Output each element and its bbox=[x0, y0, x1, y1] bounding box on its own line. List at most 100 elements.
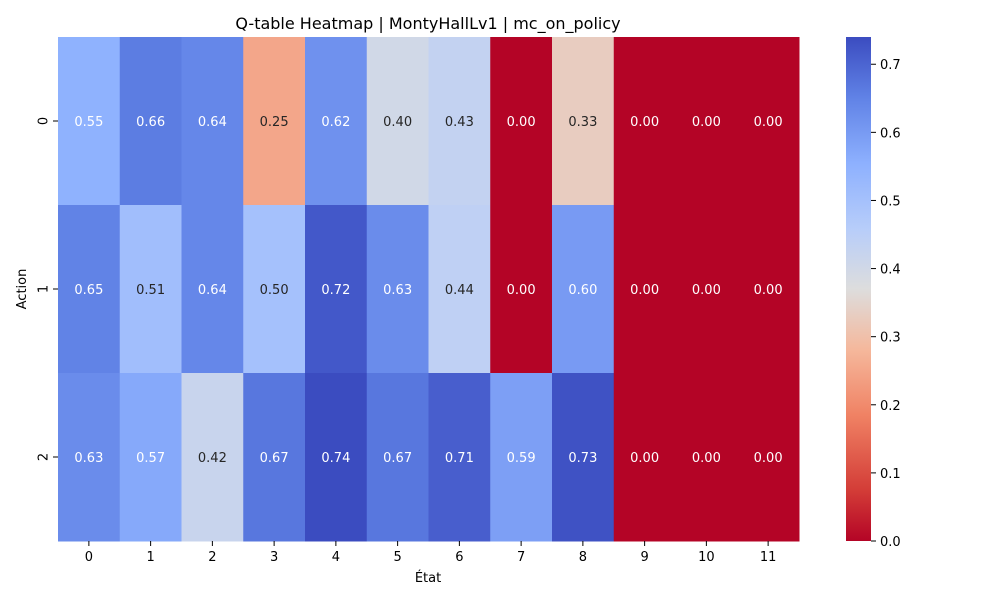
heatmap-cell bbox=[119, 205, 182, 374]
y-axis-ticks: 0 1 2 bbox=[37, 117, 58, 461]
colorbar-tick-label: 0.4 bbox=[880, 263, 901, 278]
y-axis-label: Action bbox=[15, 269, 30, 310]
x-axis-ticks: 0 1 2 3 4 5 6 7 8 9 10 11 bbox=[85, 541, 777, 565]
heatmap-cell bbox=[366, 37, 429, 206]
cell-value-label: 0.67 bbox=[260, 451, 289, 466]
cell-value-label: 0.00 bbox=[630, 115, 659, 130]
cell-value-label: 0.62 bbox=[321, 115, 350, 130]
heatmap-cell bbox=[613, 37, 676, 206]
colorbar-tick-label: 0.6 bbox=[880, 126, 901, 141]
heatmap-cell bbox=[366, 373, 429, 542]
heatmap-cell bbox=[119, 37, 182, 206]
cell-value-label: 0.00 bbox=[692, 451, 721, 466]
cell-value-label: 0.00 bbox=[754, 115, 783, 130]
heatmap-cell bbox=[737, 205, 800, 374]
heatmap-cell bbox=[58, 205, 121, 374]
heatmap-cell bbox=[552, 205, 615, 374]
y-tick-label: 1 bbox=[37, 285, 52, 293]
heatmap-cell bbox=[675, 373, 738, 542]
heatmap-cell bbox=[490, 205, 553, 374]
cell-value-label: 0.63 bbox=[74, 451, 103, 466]
cell-value-label: 0.00 bbox=[754, 283, 783, 298]
heatmap-cell bbox=[737, 37, 800, 206]
x-tick-label: 0 bbox=[85, 550, 93, 565]
colorbar-tick-label: 0.1 bbox=[880, 467, 901, 482]
x-tick-label: 10 bbox=[698, 550, 715, 565]
heatmap-cell bbox=[552, 373, 615, 542]
heatmap-cell bbox=[552, 37, 615, 206]
cell-value-label: 0.60 bbox=[568, 283, 597, 298]
colorbar-tick-label: 0.0 bbox=[880, 535, 901, 550]
cell-value-label: 0.00 bbox=[754, 451, 783, 466]
colorbar-ticks: 0.0 0.1 0.2 0.3 0.4 0.5 0.6 0.7 bbox=[871, 58, 901, 550]
cell-value-label: 0.73 bbox=[568, 451, 597, 466]
colorbar-tick-label: 0.2 bbox=[880, 399, 901, 414]
heatmap-cell bbox=[305, 205, 368, 374]
cell-value-label: 0.74 bbox=[321, 451, 350, 466]
heatmap-cell bbox=[243, 373, 306, 542]
heatmap-cell bbox=[428, 37, 491, 206]
heatmap-cell bbox=[181, 37, 244, 206]
x-tick-label: 1 bbox=[146, 550, 154, 565]
cell-value-label: 0.51 bbox=[136, 283, 165, 298]
cell-value-label: 0.00 bbox=[630, 283, 659, 298]
y-tick-label: 0 bbox=[37, 117, 52, 125]
cell-value-label: 0.40 bbox=[383, 115, 412, 130]
cell-value-label: 0.65 bbox=[74, 283, 103, 298]
cell-value-label: 0.44 bbox=[445, 283, 474, 298]
cell-value-label: 0.00 bbox=[507, 115, 536, 130]
x-tick-label: 5 bbox=[393, 550, 401, 565]
heatmap-cell bbox=[675, 205, 738, 374]
heatmap-cell bbox=[305, 373, 368, 542]
cell-value-label: 0.66 bbox=[136, 115, 165, 130]
x-tick-label: 11 bbox=[760, 550, 777, 565]
heatmap-cell bbox=[737, 373, 800, 542]
cell-value-label: 0.57 bbox=[136, 451, 165, 466]
cell-value-label: 0.42 bbox=[198, 451, 227, 466]
cell-value-label: 0.50 bbox=[260, 283, 289, 298]
heatmap-cells bbox=[58, 37, 800, 542]
cell-value-label: 0.64 bbox=[198, 115, 227, 130]
heatmap-cell bbox=[305, 37, 368, 206]
cell-value-label: 0.00 bbox=[692, 283, 721, 298]
heatmap-cell bbox=[613, 205, 676, 374]
colorbar-tick-label: 0.5 bbox=[880, 194, 901, 209]
x-tick-label: 2 bbox=[208, 550, 216, 565]
cell-value-label: 0.33 bbox=[568, 115, 597, 130]
x-axis-label: État bbox=[415, 570, 441, 586]
cell-value-label: 0.71 bbox=[445, 451, 474, 466]
cell-value-label: 0.00 bbox=[630, 451, 659, 466]
heatmap-cell bbox=[675, 37, 738, 206]
heatmap-cell bbox=[58, 373, 121, 542]
colorbar bbox=[846, 37, 871, 541]
cell-value-label: 0.25 bbox=[260, 115, 289, 130]
cell-value-label: 0.59 bbox=[507, 451, 536, 466]
heatmap-cell-labels: 0.55 0.66 0.64 0.25 0.62 0.40 0.43 0.00 0.33 0.00… bbox=[74, 115, 782, 466]
cell-value-label: 0.67 bbox=[383, 451, 412, 466]
cell-value-label: 0.00 bbox=[507, 283, 536, 298]
cell-value-label: 0.00 bbox=[692, 115, 721, 130]
chart-title: Q-table Heatmap | MontyHallLv1 | mc_on_p… bbox=[235, 14, 620, 34]
cell-value-label: 0.55 bbox=[74, 115, 103, 130]
x-tick-label: 6 bbox=[455, 550, 463, 565]
heatmap-cell bbox=[181, 205, 244, 374]
heatmap-cell bbox=[613, 373, 676, 542]
heatmap-cell bbox=[181, 373, 244, 542]
x-tick-label: 8 bbox=[579, 550, 587, 565]
heatmap-cell bbox=[428, 373, 491, 542]
x-tick-label: 3 bbox=[270, 550, 278, 565]
x-tick-label: 9 bbox=[640, 550, 648, 565]
heatmap-cell bbox=[428, 205, 491, 374]
cell-value-label: 0.64 bbox=[198, 283, 227, 298]
heatmap-cell bbox=[243, 37, 306, 206]
heatmap-cell bbox=[366, 205, 429, 374]
colorbar-tick-label: 0.3 bbox=[880, 331, 901, 346]
x-tick-label: 4 bbox=[332, 550, 340, 565]
cell-value-label: 0.63 bbox=[383, 283, 412, 298]
heatmap-cell bbox=[490, 37, 553, 206]
y-tick-label: 2 bbox=[37, 453, 52, 461]
cell-value-label: 0.43 bbox=[445, 115, 474, 130]
colorbar-tick-label: 0.7 bbox=[880, 58, 901, 73]
heatmap-cell bbox=[490, 373, 553, 542]
